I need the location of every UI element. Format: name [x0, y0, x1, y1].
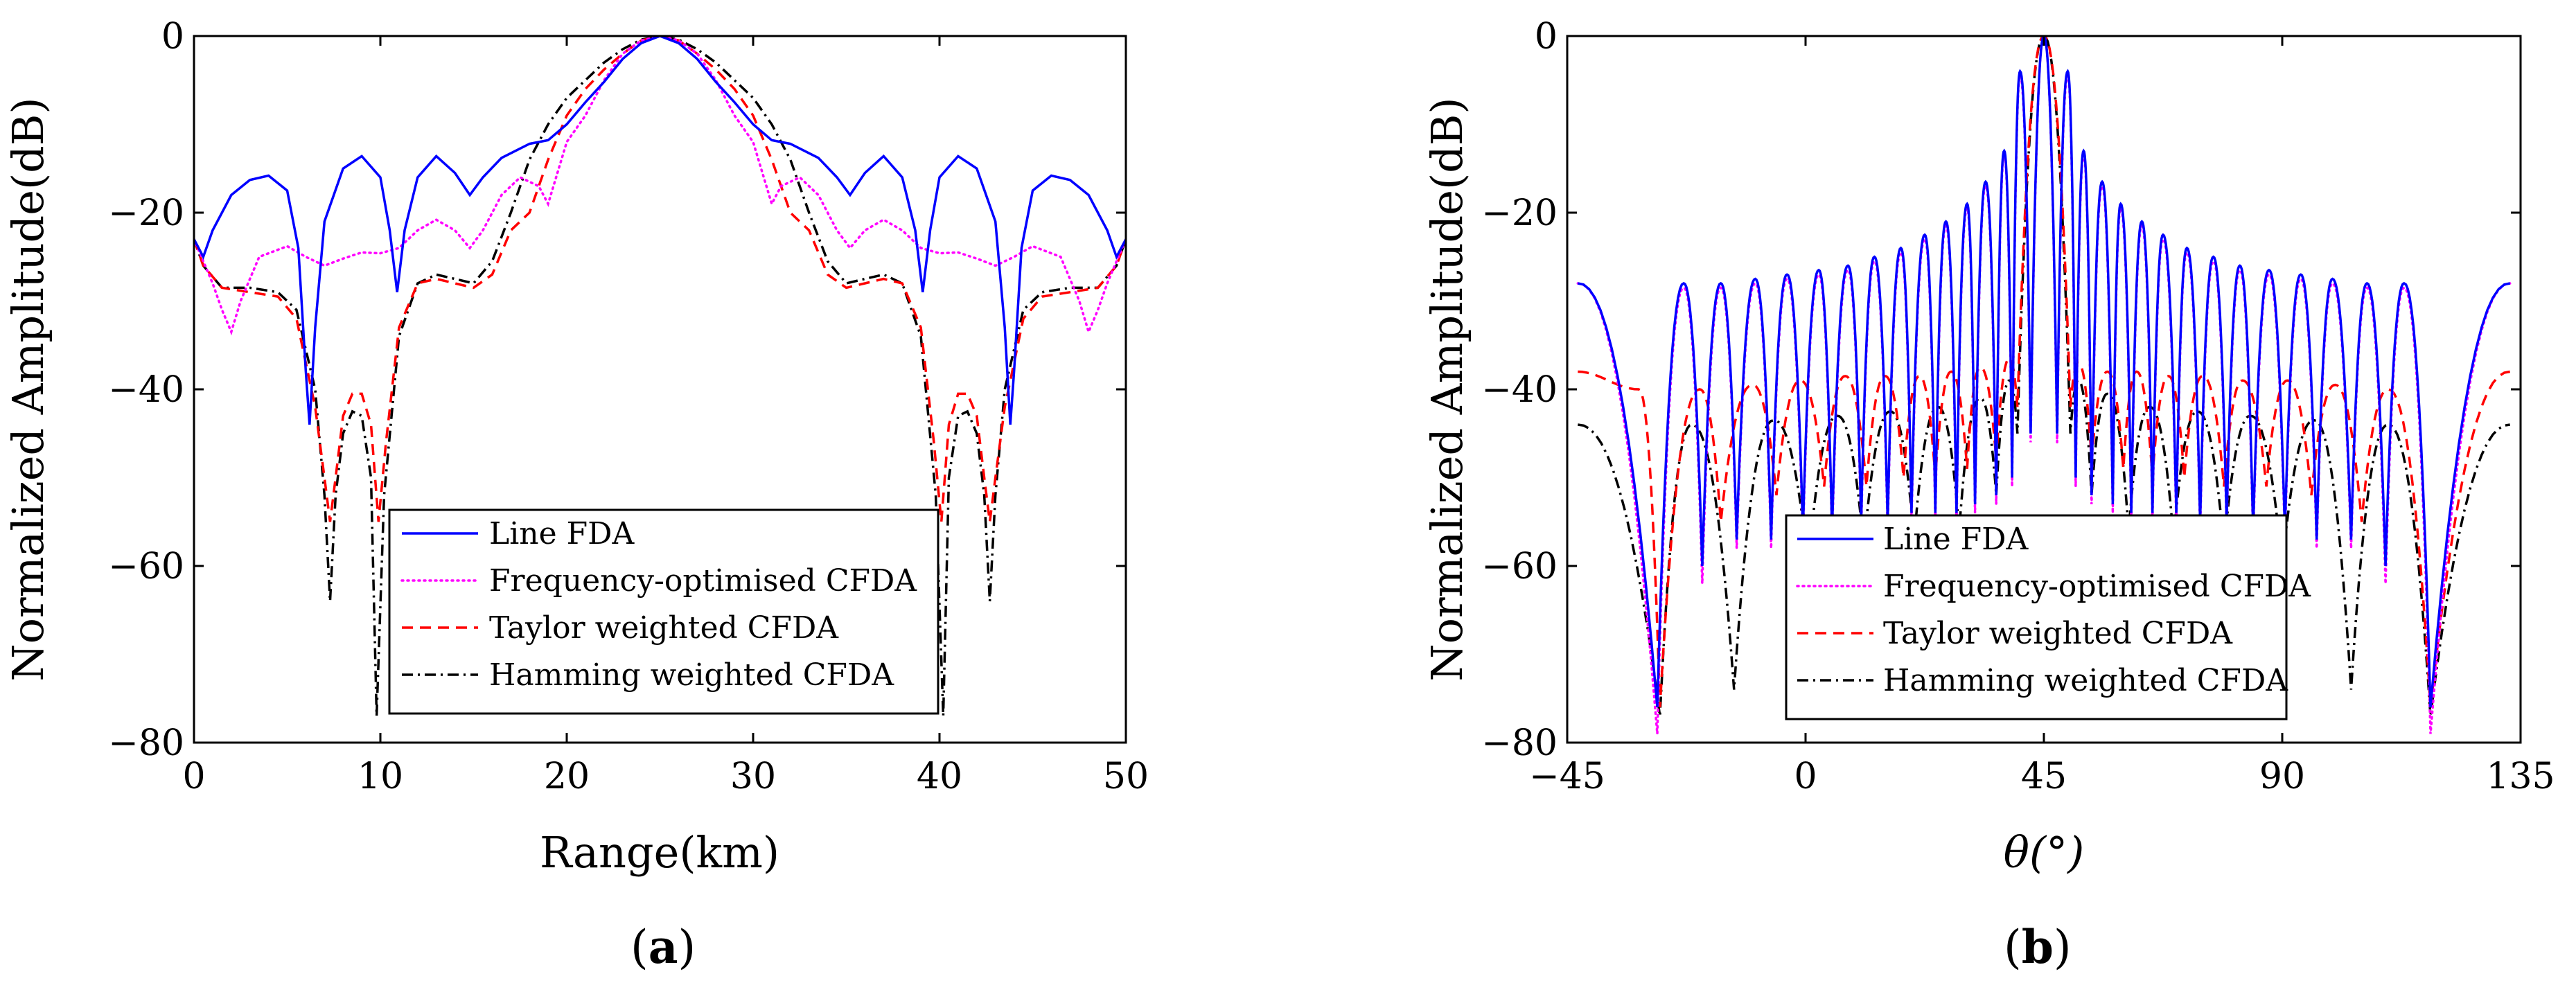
series-line-taylor-weighted-cfda — [194, 36, 1126, 522]
y-tick-label: 0 — [1535, 16, 1558, 57]
x-axis-label-b: θ(°) — [2004, 827, 2085, 878]
x-axis-label-a: Range(km) — [540, 827, 779, 878]
x-axis-b: −45 0 45 90 135 — [1529, 36, 2555, 797]
legend-label-taylor-a: Taylor weighted CFDA — [489, 610, 839, 646]
y-tick-label: −40 — [1481, 369, 1558, 411]
panel-label-a: a — [649, 920, 678, 974]
x-tick-label: 50 — [1103, 756, 1149, 797]
y-axis-label-a: Normalized Amplitude(dB) — [3, 97, 53, 681]
chart-panel-a: 0 −20 −40 −60 −80 0 10 20 30 40 50 Normalized Amp… — [3, 16, 1149, 974]
legend-label-hamming-a: Hamming weighted CFDA — [489, 657, 894, 693]
series-line-hamming-weighted-cfda — [194, 36, 1126, 716]
x-tick-label: 135 — [2486, 756, 2555, 797]
y-tick-label: −60 — [1481, 546, 1558, 587]
panel-label-b: b — [2022, 920, 2054, 974]
legend-b: Line FDA Frequency-optimised CFDA Taylor… — [1785, 514, 2311, 720]
x-tick-label: 40 — [917, 756, 962, 797]
x-tick-label: −45 — [1529, 756, 1605, 797]
y-axis-label-b: Normalized Amplitude(dB) — [1422, 97, 1472, 681]
series-group-a — [194, 36, 1126, 716]
y-tick-label: −80 — [1481, 723, 1558, 764]
series-line-taylor-weighted-cfda — [1578, 36, 2511, 708]
series-line-line-fda — [1577, 36, 2511, 708]
x-tick-label: 30 — [730, 756, 776, 797]
x-tick-label: 10 — [358, 756, 403, 797]
chart-panel-b: 0 −20 −40 −60 −80 −45 0 45 90 135 Normalized Amp… — [1422, 16, 2555, 974]
x-tick-label: 45 — [2021, 756, 2067, 797]
legend-a: Line FDA Frequency-optimised CFDA Taylor… — [388, 508, 939, 715]
legend-box-a — [388, 508, 939, 715]
legend-label-freq-opt-a: Frequency-optimised CFDA — [489, 563, 917, 599]
x-axis-a: 0 10 20 30 40 50 — [182, 36, 1149, 797]
series-line-line-fda — [194, 36, 1126, 425]
x-tick-label: 20 — [544, 756, 590, 797]
y-tick-label: 0 — [161, 16, 184, 57]
legend-label-hamming-b: Hamming weighted CFDA — [1883, 663, 2288, 698]
series-line-frequency-optimised-cfda — [194, 36, 1126, 336]
y-tick-label: −40 — [108, 369, 184, 411]
legend-label-line-fda-b: Line FDA — [1883, 522, 2029, 557]
y-tick-label: −60 — [108, 546, 184, 587]
x-tick-label: 0 — [182, 756, 205, 797]
legend-box-b — [1785, 514, 2288, 720]
series-group-b — [1576, 36, 2512, 734]
panel-caption-a: (a) — [630, 920, 696, 974]
x-tick-label: 0 — [1794, 756, 1817, 797]
series-line-frequency-optimised-cfda — [1576, 36, 2512, 734]
x-tick-label: 90 — [2259, 756, 2305, 797]
legend-label-freq-opt-b: Frequency-optimised CFDA — [1883, 569, 2311, 604]
series-line-hamming-weighted-cfda — [1578, 36, 2510, 717]
y-tick-label: −20 — [1481, 193, 1558, 234]
y-axis-a: 0 −20 −40 −60 −80 — [108, 16, 1126, 764]
legend-label-taylor-b: Taylor weighted CFDA — [1883, 616, 2233, 651]
y-tick-label: −20 — [108, 193, 184, 234]
y-tick-label: −80 — [108, 723, 184, 764]
panel-caption-b: (b) — [2004, 920, 2072, 974]
legend-label-line-fda-a: Line FDA — [489, 516, 635, 551]
y-axis-b: 0 −20 −40 −60 −80 — [1481, 16, 2521, 764]
